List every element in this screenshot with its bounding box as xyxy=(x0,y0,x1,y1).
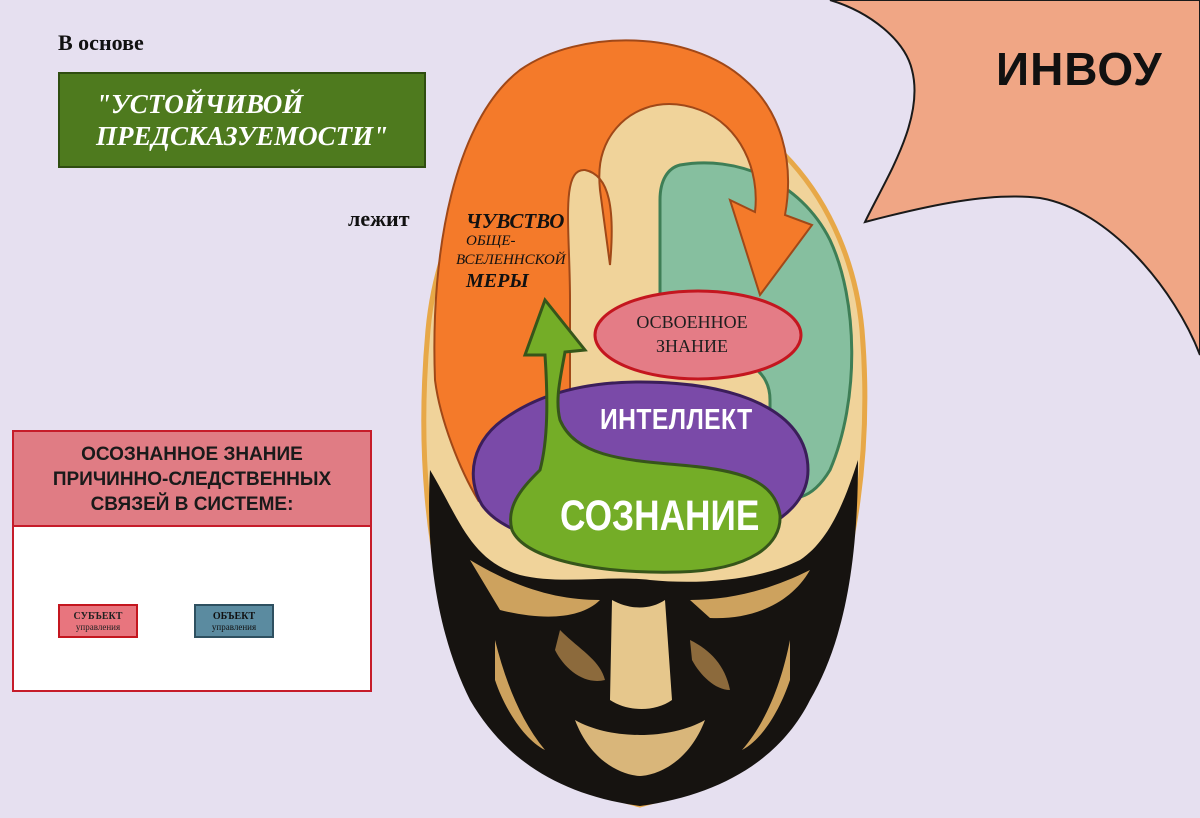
panel-title-line-2: ПРИЧИННО-СЛЕДСТВЕННЫХ xyxy=(52,469,332,490)
intellect-label: ИНТЕЛЛЕКТ xyxy=(600,404,753,436)
system-panel-title: ОСОЗНАННОЕ ЗНАНИЕ ПРИЧИННО-СЛЕДСТВЕННЫХ … xyxy=(12,430,372,527)
invou-arrow-shape xyxy=(829,0,1200,356)
invou-label: ИНВОУ xyxy=(996,43,1163,95)
panel-title-line-3: СВЯЗЕЙ В СИСТЕМЕ: xyxy=(90,494,294,515)
predictability-line-1: "УСТОЙЧИВОЙ xyxy=(96,89,304,119)
panel-title-line-1: ОСОЗНАННОЕ ЗНАНИЕ xyxy=(81,444,303,465)
subject-box: СУБЪЕКТ управления xyxy=(58,604,138,638)
basis-label: В основе xyxy=(58,30,144,55)
predictability-box: "УСТОЙЧИВОЙ ПРЕДСКАЗУЕМОСТИ" xyxy=(58,72,426,168)
feeling-line-2: ОБЩЕ- xyxy=(466,233,516,249)
feeling-line-3: ВСЕЛЕННСКОЙ xyxy=(456,252,566,268)
environment-label: СРЕДА xyxy=(164,542,228,562)
mastered-line-2: ЗНАНИЕ xyxy=(655,336,728,356)
mastered-line-1: ОСВОЕННОЕ xyxy=(636,312,748,332)
predictability-line-2: ПРЕДСКАЗУЕМОСТИ" xyxy=(96,121,389,151)
consciousness-shape xyxy=(509,296,782,574)
feeling-line-1: ЧУВСТВО xyxy=(466,209,565,233)
mastered-knowledge-oval xyxy=(593,289,803,381)
feeling-line-4: МЕРЫ xyxy=(466,270,529,292)
feeling-label: ЧУВСТВО ОБЩЕ- ВСЕЛЕННСКОЙ МЕРЫ xyxy=(456,209,566,292)
object-box: ОБЪЕКТ управления xyxy=(194,604,274,638)
feeling-arrow xyxy=(433,39,814,503)
consciousness-label: СОЗНАНИЕ xyxy=(560,492,760,540)
mastered-knowledge-label: ОСВОЕННОЕ ЗНАНИЕ xyxy=(604,310,780,358)
object-line-1: ОБЪЕКТ xyxy=(212,611,256,622)
subject-line-1: СУБЪЕКТ xyxy=(73,611,123,622)
lies-label: лежит xyxy=(348,206,410,231)
subject-line-2: управления xyxy=(75,622,121,632)
object-line-2: управления xyxy=(211,622,257,632)
